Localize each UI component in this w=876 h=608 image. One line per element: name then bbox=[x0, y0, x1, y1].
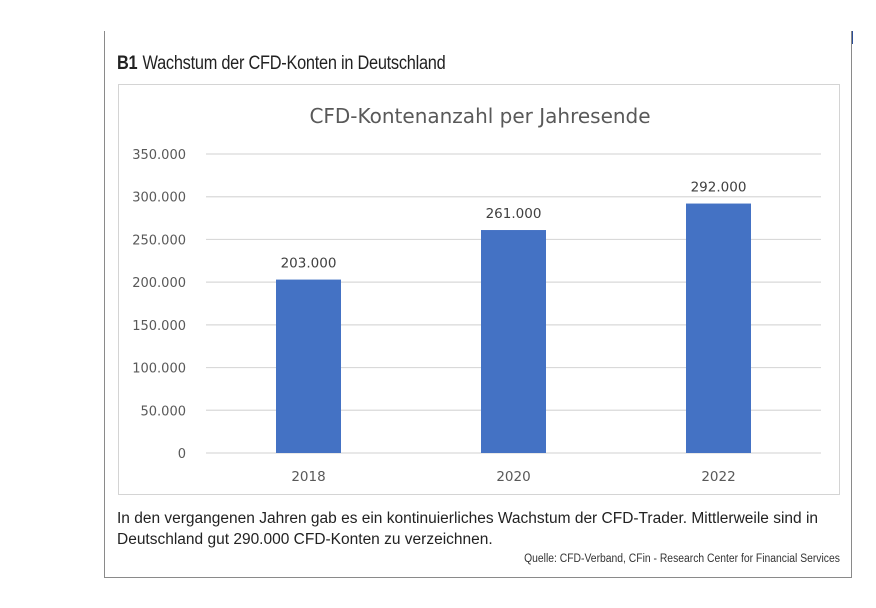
source-note: Quelle: CFD-Verband, CFin - Research Cen… bbox=[524, 553, 840, 565]
y-tick-label: 0 bbox=[178, 447, 186, 462]
value-label: 261.000 bbox=[486, 206, 542, 222]
bar-2020 bbox=[481, 230, 546, 453]
value-labels: 203.000 261.000 292.000 bbox=[281, 180, 747, 272]
figure-title: Wachstum der CFD-Konten in Deutschland bbox=[142, 53, 446, 74]
x-tick-label: 2022 bbox=[701, 469, 735, 485]
bar-chart: CFD-Kontenanzahl per Jahresende 0 50.000 1… bbox=[132, 104, 821, 485]
x-axis-tick-labels: 2018 2020 2022 bbox=[291, 469, 735, 485]
figure-caption: In den vergangenen Jahren gab es ein kon… bbox=[117, 508, 840, 550]
bar-2022 bbox=[686, 203, 751, 453]
caption-line-1: In den vergangenen Jahren gab es ein kon… bbox=[117, 510, 819, 527]
bars bbox=[276, 203, 751, 453]
x-tick-label: 2018 bbox=[291, 469, 325, 485]
figure-label: B1 bbox=[117, 53, 138, 74]
y-axis-tick-labels: 0 50.000 100.000 150.000 200.000 250.000 300.0… bbox=[132, 148, 186, 462]
y-tick-label: 250.000 bbox=[132, 233, 186, 248]
y-tick-label: 100.000 bbox=[132, 362, 186, 377]
bar-2018 bbox=[276, 279, 341, 453]
caption-line-2: Deutschland gut 290.000 CFD-Konten zu ve… bbox=[117, 531, 493, 548]
y-tick-label: 50.000 bbox=[141, 404, 187, 419]
chart-title: CFD-Kontenanzahl per Jahresende bbox=[309, 104, 650, 128]
figure-heading: B1 Wachstum der CFD-Konten in Deutschland bbox=[117, 53, 446, 75]
value-label: 203.000 bbox=[281, 256, 337, 272]
y-tick-label: 300.000 bbox=[132, 191, 186, 206]
x-tick-label: 2020 bbox=[496, 469, 530, 485]
y-tick-label: 350.000 bbox=[132, 148, 186, 163]
chart-container: CFD-Kontenanzahl per Jahresende 0 50.000 1… bbox=[118, 84, 840, 495]
y-tick-label: 200.000 bbox=[132, 276, 186, 291]
value-label: 292.000 bbox=[691, 180, 747, 196]
y-tick-label: 150.000 bbox=[132, 319, 186, 334]
